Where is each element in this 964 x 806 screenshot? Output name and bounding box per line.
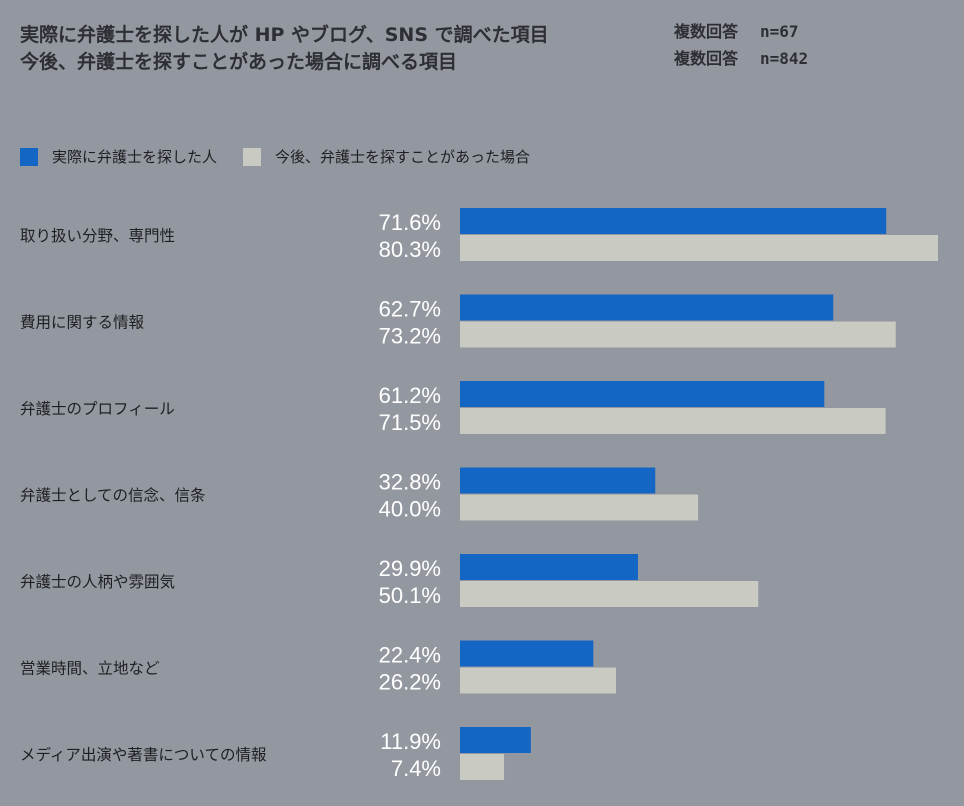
data-label: 29.9% bbox=[379, 556, 441, 581]
data-label: 71.6% bbox=[379, 210, 441, 235]
bar-actual bbox=[460, 554, 638, 580]
data-label: 71.5% bbox=[379, 410, 441, 435]
data-label: 7.4% bbox=[391, 756, 441, 781]
category-label: 費用に関する情報 bbox=[20, 314, 145, 332]
chart-legend: 実際に弁護士を探した人 今後、弁護士を探すことがあった場合 bbox=[20, 146, 556, 167]
bar-future bbox=[460, 235, 938, 261]
category-label: 弁護士としての信念、信条 bbox=[20, 486, 206, 505]
data-label: 32.8% bbox=[379, 470, 441, 495]
bar-future bbox=[460, 667, 616, 694]
legend-label-actual: 実際に弁護士を探した人 bbox=[52, 148, 218, 166]
title-meta-2: 複数回答 n=842 bbox=[674, 47, 808, 71]
data-label: 26.2% bbox=[379, 670, 441, 695]
legend-swatch-actual bbox=[20, 147, 38, 166]
category-label: 取り扱い分野、専門性 bbox=[20, 227, 175, 245]
bar-actual bbox=[460, 727, 531, 753]
bar-actual bbox=[460, 294, 834, 321]
category-label: 営業時間、立地など bbox=[20, 660, 160, 678]
bar-actual bbox=[460, 467, 656, 494]
data-label: 61.2% bbox=[379, 383, 441, 408]
title-meta-1: 複数回答 n=67 bbox=[674, 20, 799, 44]
chart-title-line-1: 実際に弁護士を探した人が HP やブログ、SNS で調べた項目 複数回答 n=67 bbox=[20, 20, 799, 47]
legend-swatch-future bbox=[243, 147, 262, 166]
data-label: 62.7% bbox=[379, 297, 441, 322]
data-label: 80.3% bbox=[379, 237, 441, 262]
bar-future bbox=[460, 321, 896, 348]
data-label: 50.1% bbox=[379, 583, 441, 608]
bar-future bbox=[460, 408, 886, 434]
title-meta-2-label: 複数回答 bbox=[674, 49, 739, 68]
chart-title-line-2: 今後、弁護士を探すことがあった場合に調べる項目 複数回答 n=842 bbox=[20, 47, 808, 74]
title-meta-1-n: n=67 bbox=[760, 22, 799, 41]
title-meta-2-n: n=842 bbox=[760, 49, 809, 68]
category-label: 弁護士の人柄や雰囲気 bbox=[20, 573, 175, 591]
title-meta-1-label: 複数回答 bbox=[674, 22, 739, 41]
legend-label-future: 今後、弁護士を探すことがあった場合 bbox=[275, 148, 531, 166]
legend-item-actual: 実際に弁護士を探した人 bbox=[20, 146, 217, 167]
bar-actual bbox=[460, 381, 825, 407]
bar-actual bbox=[460, 208, 887, 234]
bar-future bbox=[460, 581, 759, 607]
category-label: メディア出演や著書についての情報 bbox=[20, 745, 267, 764]
data-label: 73.2% bbox=[379, 324, 441, 349]
data-label: 40.0% bbox=[379, 497, 441, 522]
bar-future bbox=[460, 754, 505, 780]
bar-future bbox=[460, 494, 699, 521]
legend-item-future: 今後、弁護士を探すことがあった場合 bbox=[243, 146, 530, 167]
data-label: 22.4% bbox=[379, 643, 441, 668]
data-label: 11.9% bbox=[380, 729, 441, 754]
category-label: 弁護士のプロフィール bbox=[20, 400, 175, 418]
bar-actual bbox=[460, 640, 594, 667]
title-main-1: 実際に弁護士を探した人が HP やブログ、SNS で調べた項目 bbox=[20, 24, 549, 46]
title-main-2: 今後、弁護士を探すことがあった場合に調べる項目 bbox=[20, 51, 458, 73]
